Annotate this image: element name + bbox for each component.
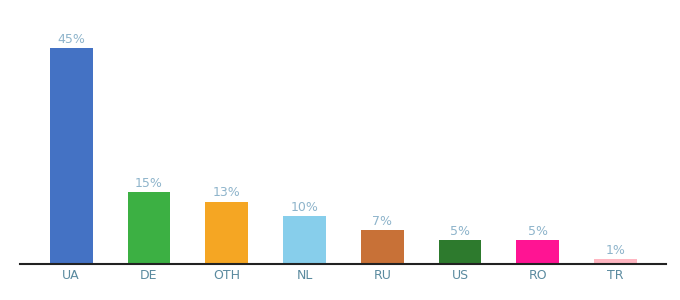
Bar [205, 202, 248, 264]
Bar [361, 230, 404, 264]
Text: 45%: 45% [57, 33, 85, 46]
Text: 15%: 15% [135, 177, 163, 190]
Text: 13%: 13% [213, 186, 241, 199]
Text: 10%: 10% [290, 201, 318, 214]
Bar [128, 192, 170, 264]
Bar [283, 216, 326, 264]
Text: 1%: 1% [606, 244, 626, 257]
Text: 5%: 5% [450, 225, 470, 238]
Bar [50, 48, 92, 264]
Bar [594, 259, 637, 264]
Bar [439, 240, 481, 264]
Bar [517, 240, 559, 264]
Text: 5%: 5% [528, 225, 548, 238]
Text: 7%: 7% [372, 215, 392, 228]
